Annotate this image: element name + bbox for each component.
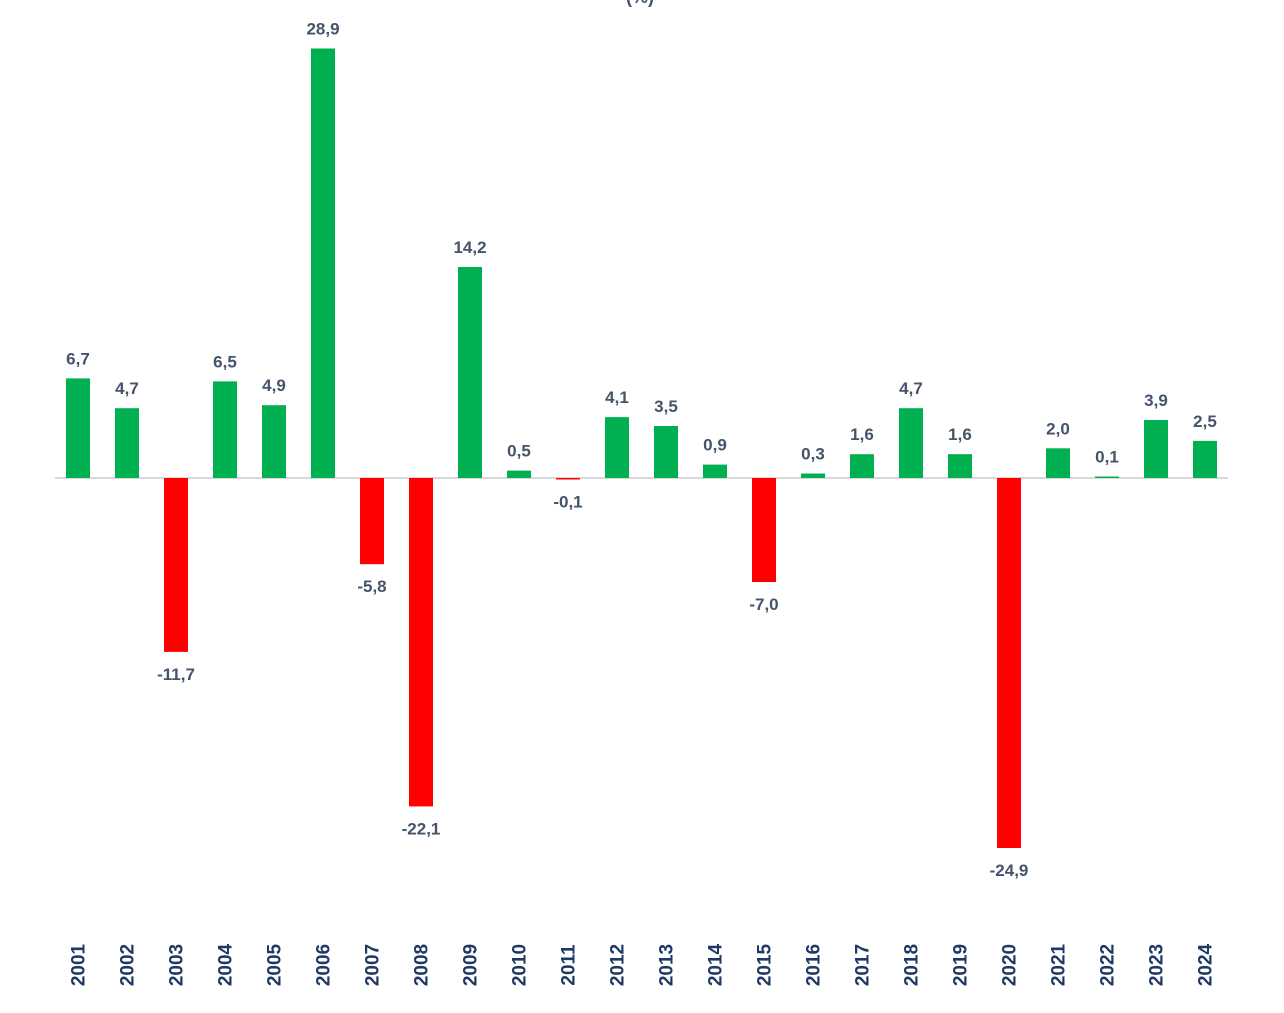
value-label-2013: 3,5 xyxy=(654,397,678,416)
value-label-2009: 14,2 xyxy=(453,238,486,257)
value-label-2020: -24,9 xyxy=(990,861,1029,880)
x-tick-label-2022: 2022 xyxy=(1098,944,1119,986)
x-tick-label-2018: 2018 xyxy=(902,944,923,986)
x-tick-label-2012: 2012 xyxy=(608,944,629,986)
value-label-2011: -0,1 xyxy=(553,493,582,512)
value-label-2016: 0,3 xyxy=(801,445,825,464)
x-tick-label-2014: 2014 xyxy=(706,943,727,986)
bar-2021 xyxy=(1046,448,1070,478)
x-tick-label-2024: 2024 xyxy=(1196,943,1217,986)
x-tick-label-2003: 2003 xyxy=(167,944,188,986)
x-tick-label-2015: 2015 xyxy=(755,943,776,986)
value-label-2015: -7,0 xyxy=(749,595,778,614)
bar-2001 xyxy=(66,378,90,478)
x-tick-label-2002: 2002 xyxy=(118,944,139,986)
bar-2020 xyxy=(997,478,1021,848)
x-tick-label-2013: 2013 xyxy=(657,944,678,986)
x-tick-label-2017: 2017 xyxy=(853,944,874,986)
value-label-2005: 4,9 xyxy=(262,376,286,395)
value-label-2010: 0,5 xyxy=(507,442,531,461)
value-labels-group: 6,7 4,7 -11,7 6,5 4,9 28,9 -5,8 -22,1 14,2 0,5 -0,… xyxy=(66,20,1217,881)
value-label-2023: 3,9 xyxy=(1144,391,1168,410)
bar-2023 xyxy=(1144,420,1168,478)
bar-2002 xyxy=(115,408,139,478)
bar-2008 xyxy=(409,478,433,807)
x-tick-label-2011: 2011 xyxy=(559,944,580,986)
value-label-2012: 4,1 xyxy=(605,388,629,407)
value-label-2019: 1,6 xyxy=(948,425,972,444)
x-axis-tick-labels: 2001 2002 2003 2004 2005 2006 2007 2008 2009 2010… xyxy=(69,943,1217,986)
x-tick-label-2006: 2006 xyxy=(314,944,335,986)
bar-2012 xyxy=(605,417,629,478)
x-tick-label-2001: 2001 xyxy=(69,943,90,986)
x-tick-label-2010: 2010 xyxy=(510,944,531,986)
bar-2010 xyxy=(507,470,531,478)
bar-2019 xyxy=(948,454,972,478)
bar-2013 xyxy=(654,426,678,478)
x-tick-label-2019: 2019 xyxy=(951,944,972,986)
bar-2014 xyxy=(703,464,727,478)
value-label-2008: -22,1 xyxy=(402,819,441,838)
x-tick-label-2004: 2004 xyxy=(216,943,237,986)
value-label-2017: 1,6 xyxy=(850,425,874,444)
chart-title: (%) xyxy=(626,0,654,7)
bar-2022 xyxy=(1095,476,1119,478)
value-label-2018: 4,7 xyxy=(899,379,923,398)
value-label-2014: 0,9 xyxy=(703,436,727,455)
bar-2024 xyxy=(1193,440,1217,478)
value-label-2006: 28,9 xyxy=(306,20,339,39)
x-tick-label-2016: 2016 xyxy=(804,944,825,986)
value-label-2007: -5,8 xyxy=(357,577,386,596)
value-label-2003: -11,7 xyxy=(157,665,195,684)
x-tick-label-2007: 2007 xyxy=(363,944,384,986)
bar-2003 xyxy=(164,478,188,652)
x-tick-label-2008: 2008 xyxy=(412,944,433,986)
bar-2015 xyxy=(752,478,776,582)
bar-2009 xyxy=(458,267,482,478)
bar-2006 xyxy=(311,48,335,478)
x-tick-label-2023: 2023 xyxy=(1147,944,1168,986)
value-label-2021: 2,0 xyxy=(1046,419,1070,438)
bar-2016 xyxy=(801,473,825,478)
value-label-2002: 4,7 xyxy=(115,379,139,398)
bar-2018 xyxy=(899,408,923,478)
x-tick-label-2009: 2009 xyxy=(461,944,482,986)
bar-2007 xyxy=(360,478,384,565)
bar-2005 xyxy=(262,405,286,478)
x-tick-label-2005: 2005 xyxy=(265,943,286,986)
x-tick-label-2020: 2020 xyxy=(1000,944,1021,986)
bars-group xyxy=(66,48,1217,848)
value-label-2001: 6,7 xyxy=(66,349,90,368)
value-label-2024: 2,5 xyxy=(1193,412,1217,431)
value-label-2004: 6,5 xyxy=(213,352,237,371)
bar-2004 xyxy=(213,381,237,478)
bar-2011 xyxy=(556,478,580,480)
value-label-2022: 0,1 xyxy=(1095,448,1119,467)
bar-2017 xyxy=(850,454,874,478)
x-tick-label-2021: 2021 xyxy=(1049,943,1070,986)
